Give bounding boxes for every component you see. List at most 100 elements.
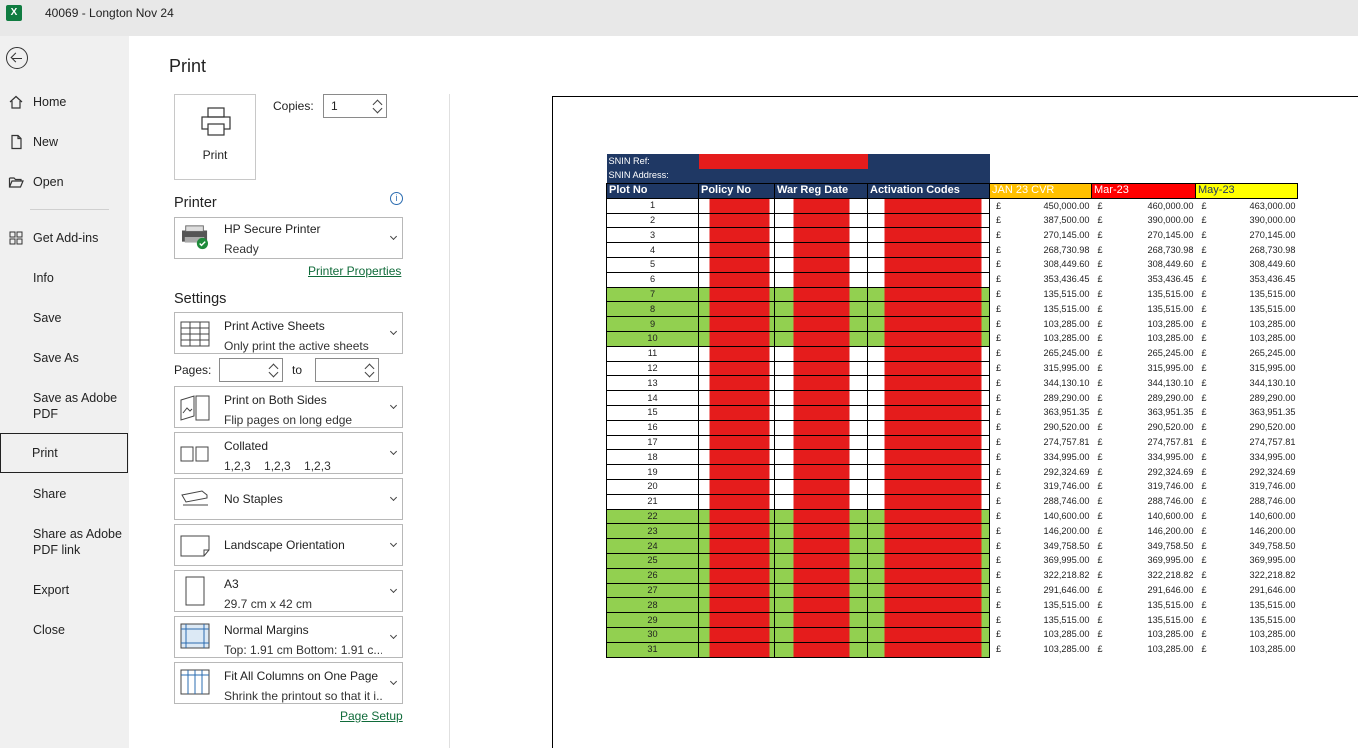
currency-symbol: £ [996,511,1002,522]
nav-get-add-ins[interactable]: Get Add-ins [0,230,129,246]
value-cell: £322,218.82 [1092,568,1196,583]
print-active-sheets-dropdown[interactable]: Print Active Sheets Only print the activ… [174,312,403,354]
currency-symbol: £ [996,570,1002,581]
page-setup-link[interactable]: Page Setup [340,709,403,723]
activation-codes-cell [867,390,990,407]
col-header-mar-23: Mar-23 [1091,183,1196,199]
value-cell: £322,218.82 [990,568,1092,583]
nav-home[interactable]: Home [0,94,129,110]
value-cell: £363,951.35 [990,406,1092,421]
value-cell: £463,000.00 [1196,198,1298,213]
policy-no-cell [698,612,775,628]
info-icon[interactable]: i [390,192,403,205]
value-cell: £274,757.81 [1092,435,1196,450]
nav-export[interactable]: Export [0,582,129,598]
value-cell: £290,520.00 [1196,420,1298,435]
currency-symbol: £ [996,215,1002,226]
activation-codes-cell [867,316,990,333]
value-cell: £292,324.69 [1092,465,1196,480]
nav-open[interactable]: Open [0,174,129,190]
nav-share-adobe-pdf-link[interactable]: Share as Adobe PDF link [0,526,129,558]
activation-codes-cell [867,523,990,540]
war-reg-date-cell [774,390,868,407]
printer-properties-link[interactable]: Printer Properties [308,264,402,278]
value-cell: £308,449.60 [990,258,1092,273]
scaling-dropdown[interactable]: Fit All Columns on One Page Shrink the p… [174,662,403,704]
currency-symbol: £ [1201,318,1207,329]
duplex-dropdown[interactable]: Print on Both Sides Flip pages on long e… [174,386,403,428]
table-row: 1 £450,000.00 £460,000.00 £463,000.00 [606,197,1298,214]
header-cell [698,168,990,184]
nav-print-label: Print [32,446,58,460]
war-reg-date-cell [774,419,868,436]
value-cell: £290,520.00 [1092,420,1196,435]
orientation-dropdown[interactable]: Landscape Orientation [174,524,403,566]
currency-symbol: £ [1097,511,1103,522]
print-button[interactable]: Print [174,94,256,180]
policy-no-cell [698,523,775,540]
collation-dropdown[interactable]: Collated 1,2,3 1,2,3 1,2,3 [174,432,403,474]
value-cell: £315,995.00 [1196,361,1298,376]
currency-symbol: £ [996,614,1002,625]
nav-share-adobe-pdf-link-label: Share as Adobe PDF link [33,527,122,557]
currency-symbol: £ [1097,303,1103,314]
amount-value: 315,995.00 [1147,363,1194,374]
currency-symbol: £ [1097,525,1103,536]
amount-value: 288,746.00 [1043,496,1090,507]
nav-export-label: Export [33,583,70,597]
policy-no-cell [698,227,775,244]
margins-dropdown[interactable]: Normal Margins Top: 1.91 cm Bottom: 1.91… [174,616,403,658]
plot-no-cell: 25 [606,553,699,569]
table-row: 13 £344,130.10 £344,130.10 £344,130.10 [606,375,1298,392]
amount-value: 369,995.00 [1249,555,1296,566]
printer-dropdown[interactable]: HP Secure Printer Ready [174,217,403,259]
nav-share[interactable]: Share [0,486,129,502]
amount-value: 322,218.82 [1147,570,1194,581]
copies-stepper[interactable]: 1 [323,94,387,118]
nav-save-as-adobe-pdf[interactable]: Save as Adobe PDF [0,390,129,422]
plot-no-cell: 7 [606,286,699,303]
amount-value: 135,515.00 [1043,614,1090,625]
title-bar: X 40069 - Longton Nov 24 [0,0,1358,36]
policy-no-cell [698,553,775,569]
nav-save-label: Save [33,311,62,325]
nav-save-as-adobe-pdf-label: Save as Adobe PDF [33,391,118,421]
pages-to-input[interactable] [315,358,379,382]
policy-no-cell [698,582,775,599]
currency-symbol: £ [1097,274,1103,285]
value-cell: £292,324.69 [990,465,1092,480]
value-cell: £270,145.00 [990,228,1092,243]
nav-new[interactable]: New [0,134,129,150]
plot-no-cell: 24 [606,538,699,555]
activation-codes-cell [867,434,990,451]
amount-value: 390,000.00 [1147,215,1194,226]
nav-print[interactable]: Print [0,433,128,473]
staples-dropdown[interactable]: No Staples [174,478,403,520]
amount-value: 334,995.00 [1249,451,1296,462]
value-cell: £270,145.00 [1196,228,1298,243]
amount-value: 268,730.98 [1043,244,1090,255]
table-row: 18 £334,995.00 £334,995.00 £334,995.00 [606,449,1298,466]
nav-close[interactable]: Close [0,622,129,638]
war-reg-date-cell [774,493,868,510]
value-cell: £308,449.60 [1092,258,1196,273]
currency-symbol: £ [1097,481,1103,492]
back-arrow-icon[interactable] [6,47,28,69]
amount-value: 146,200.00 [1249,525,1296,536]
nav-save[interactable]: Save [0,310,129,326]
chevron-down-icon [389,493,398,502]
nav-save-as[interactable]: Save As [0,350,129,366]
currency-symbol: £ [1201,614,1207,625]
table-row: 16 £290,520.00 £290,520.00 £290,520.00 [606,419,1298,436]
pages-from-input[interactable] [219,358,283,382]
paper-size-dropdown[interactable]: A3 29.7 cm x 42 cm [174,570,403,612]
activation-codes-cell [867,449,990,466]
currency-symbol: £ [1097,289,1103,300]
printer-heading: Printer [174,195,217,211]
col-header-policy-no: Policy No [698,183,775,199]
currency-symbol: £ [1201,525,1207,536]
nav-info[interactable]: Info [0,270,129,286]
snin-address-label: SNIN Address: [606,168,699,184]
value-cell: £274,757.81 [1196,435,1298,450]
paper-size-icon [185,576,205,606]
